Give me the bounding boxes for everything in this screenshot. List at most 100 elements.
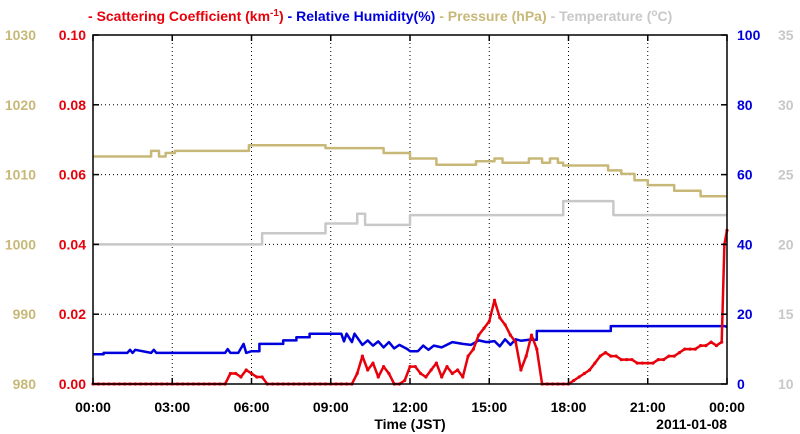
scattering-point bbox=[376, 375, 380, 379]
pressure-tick-label: 990 bbox=[13, 306, 37, 322]
temperature-tick-label: 35 bbox=[778, 27, 794, 43]
scattering-point bbox=[572, 378, 576, 383]
humidity-tick-label: 20 bbox=[737, 306, 753, 322]
scattering-point bbox=[244, 368, 248, 372]
humidity-tick-label: 60 bbox=[737, 167, 753, 183]
pressure-tick-label: 980 bbox=[13, 376, 37, 392]
scattering-point bbox=[519, 368, 523, 372]
scattering-point bbox=[704, 344, 708, 348]
scattering-point bbox=[598, 354, 602, 358]
legend-entry: Scattering Coefficient (km bbox=[97, 8, 270, 24]
scattering-point bbox=[498, 316, 502, 320]
legend: - Scattering Coefficient (km-1) - Relati… bbox=[88, 8, 672, 24]
scattering-point bbox=[630, 358, 634, 362]
legend-entry: Temperature ( bbox=[559, 8, 652, 24]
series-layer bbox=[91, 144, 729, 386]
legend-entry: Relative Humidity(%) bbox=[296, 8, 435, 24]
scattering-point bbox=[625, 358, 629, 362]
scattering-point bbox=[535, 347, 539, 351]
scattering-tick-label: 0.10 bbox=[59, 27, 86, 43]
scattering-point bbox=[699, 344, 703, 348]
legend-entry-close: C) bbox=[658, 8, 673, 24]
scattering-point bbox=[461, 375, 465, 379]
scattering-tick-label: 0.04 bbox=[59, 236, 86, 252]
scattering-point bbox=[255, 375, 259, 379]
scattering-point bbox=[635, 361, 639, 365]
scattering-point bbox=[582, 371, 587, 376]
scattering-point bbox=[360, 354, 364, 358]
scattering-point bbox=[249, 371, 254, 376]
scattering-point bbox=[234, 371, 238, 376]
legend-dash: - bbox=[435, 8, 447, 24]
scattering-point bbox=[371, 361, 375, 365]
scattering-point bbox=[382, 365, 386, 369]
pressure-tick-label: 1010 bbox=[5, 167, 36, 183]
scattering-point bbox=[651, 361, 655, 365]
scattering-point bbox=[456, 368, 460, 372]
scattering-point bbox=[693, 347, 697, 351]
legend-dash: - bbox=[547, 8, 559, 24]
series-line-humidity bbox=[93, 324, 728, 356]
scattering-point bbox=[593, 361, 597, 365]
scattering-point bbox=[662, 358, 666, 362]
scattering-point bbox=[683, 347, 687, 351]
x-axis-label: Time (JST) bbox=[374, 416, 445, 432]
scattering-point bbox=[720, 340, 724, 344]
date-label: 2011-01-08 bbox=[656, 416, 727, 432]
scattering-point bbox=[588, 368, 592, 372]
scattering-point bbox=[482, 326, 486, 330]
axes: 00:00 03:00 06:00 09:00 12:00 15:00 18:00 21:00… bbox=[5, 27, 794, 415]
legend-entry-close: ) bbox=[279, 8, 284, 24]
scattering-point bbox=[677, 351, 682, 355]
series-line-temperature bbox=[93, 199, 727, 246]
scattering-point bbox=[450, 371, 454, 376]
scattering-point bbox=[619, 358, 623, 362]
scattering-point bbox=[603, 351, 608, 355]
x-tick-label: 06:00 bbox=[234, 399, 270, 415]
scattering-tick-label: 0.06 bbox=[59, 167, 86, 183]
scattering-tick-label: 0.00 bbox=[59, 376, 86, 392]
scattering-point bbox=[408, 365, 412, 369]
temperature-tick-label: 15 bbox=[778, 306, 794, 322]
grid bbox=[93, 35, 727, 384]
scattering-point bbox=[503, 323, 507, 327]
legend-superscript: o bbox=[651, 8, 657, 19]
x-tick-label: 03:00 bbox=[154, 399, 190, 415]
temperature-tick-label: 25 bbox=[778, 167, 794, 183]
temperature-tick-label: 10 bbox=[778, 376, 794, 392]
scattering-point bbox=[640, 361, 645, 365]
scattering-point bbox=[614, 354, 618, 358]
pressure-tick-label: 1000 bbox=[5, 236, 36, 252]
pressure-tick-label: 1030 bbox=[5, 27, 36, 43]
x-tick-label: 21:00 bbox=[630, 399, 666, 415]
scattering-point bbox=[403, 378, 407, 383]
scattering-point bbox=[667, 354, 671, 358]
x-tick-label: 09:00 bbox=[313, 399, 349, 415]
scattering-point bbox=[355, 371, 359, 376]
legend-entry: Pressure (hPa) bbox=[448, 8, 547, 24]
scattering-point bbox=[413, 365, 417, 369]
scattering-point bbox=[440, 375, 444, 379]
scattering-point bbox=[609, 354, 613, 358]
scattering-point bbox=[688, 347, 692, 351]
pressure-tick-label: 1020 bbox=[5, 97, 36, 113]
scattering-point bbox=[471, 347, 475, 351]
scattering-point bbox=[366, 368, 370, 372]
x-tick-label: 15:00 bbox=[471, 399, 507, 415]
scattering-point bbox=[260, 375, 264, 379]
humidity-tick-label: 40 bbox=[737, 236, 753, 252]
x-tick-label: 00:00 bbox=[709, 399, 745, 415]
scattering-point bbox=[514, 340, 518, 344]
scattering-point bbox=[487, 319, 491, 323]
scattering-point bbox=[387, 371, 391, 376]
scattering-point bbox=[656, 358, 660, 362]
scattering-point bbox=[508, 333, 512, 337]
x-tick-label: 12:00 bbox=[392, 399, 428, 415]
scattering-point bbox=[714, 344, 719, 348]
humidity-tick-label: 80 bbox=[737, 97, 753, 113]
scattering-point bbox=[672, 354, 676, 358]
series-line-pressure bbox=[93, 144, 727, 198]
scattering-point bbox=[529, 333, 534, 337]
humidity-tick-label: 0 bbox=[737, 376, 745, 392]
